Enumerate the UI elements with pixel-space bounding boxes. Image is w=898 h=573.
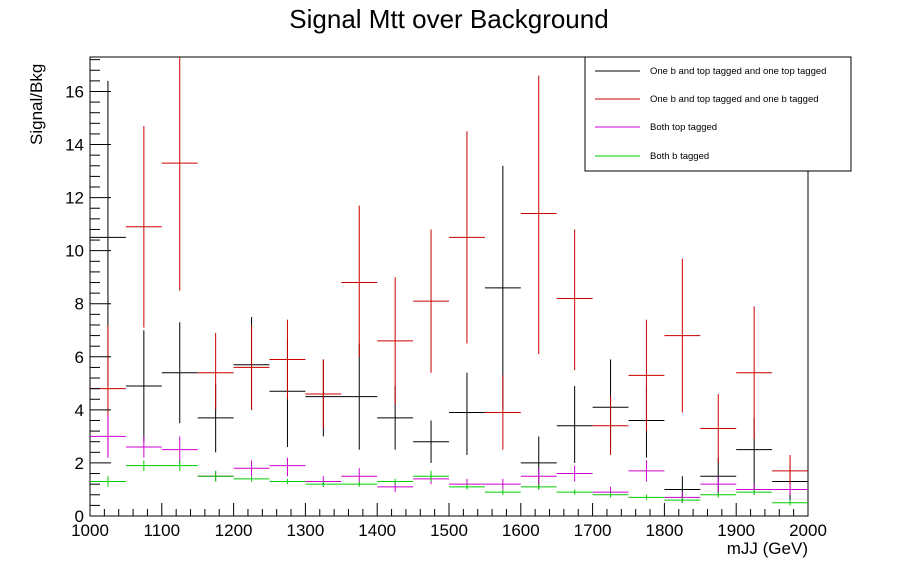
series-2: [90, 57, 808, 490]
x-tick-label: 1400: [358, 521, 396, 540]
legend: One b and top tagged and one top tagged O…: [584, 56, 852, 172]
series-layer: [90, 57, 808, 506]
x-tick-label: 1100: [144, 521, 181, 540]
y-tick-label: 6: [75, 348, 84, 367]
x-tick-label: 1200: [215, 521, 253, 540]
x-tick-label: 2000: [789, 521, 827, 540]
y-axis-title: Signal/Bkg: [27, 64, 46, 145]
x-tick-label: 1500: [430, 521, 468, 540]
axes: 1000 1100 1200 1300 1400 1500 1600 1700 1800 1900…: [65, 59, 827, 540]
x-axis-title: mJJ (GeV): [727, 539, 808, 558]
series-4: [90, 460, 808, 506]
y-tick-label: 14: [65, 136, 84, 155]
legend-label: One b and top tagged and one top tagged: [650, 66, 826, 77]
x-tick-label: 1000: [71, 521, 109, 540]
y-tick-label: 0: [75, 507, 84, 526]
y-tick-label: 2: [75, 454, 84, 473]
legend-label: One b and top tagged and one b tagged: [650, 94, 819, 105]
x-tick-label: 1700: [574, 521, 612, 540]
y-tick-label: 4: [75, 401, 84, 420]
y-tick-label: 8: [75, 295, 84, 314]
x-tick-label: 1300: [286, 521, 324, 540]
legend-label: Both b tagged: [650, 151, 709, 162]
y-tick-label: 12: [65, 189, 84, 208]
y-tick-label: 10: [65, 242, 84, 261]
chart-title: Signal Mtt over Background: [289, 4, 608, 34]
x-tick-label: 1900: [717, 521, 755, 540]
x-tick-label: 1600: [502, 521, 540, 540]
y-tick-label: 16: [65, 82, 84, 101]
legend-label: Both top tagged: [650, 122, 717, 133]
legend-box: [584, 56, 852, 172]
x-tick-label: 1800: [645, 521, 683, 540]
